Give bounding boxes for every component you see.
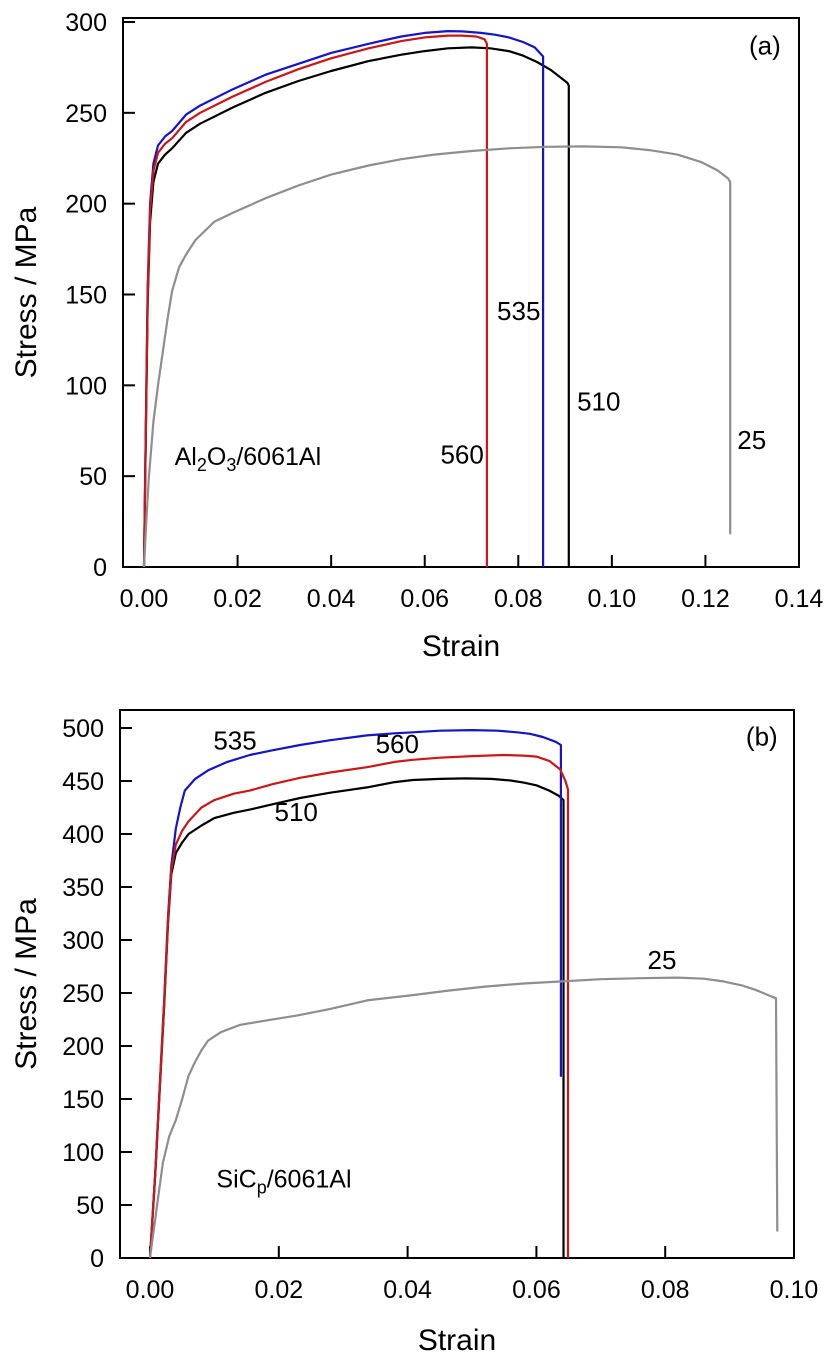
panel-a-x-tick-label: 0.14 xyxy=(775,585,824,613)
panel-b-y-tick-label: 300 xyxy=(62,927,104,955)
panel-b-y-axis-title: Stress / MPa xyxy=(10,898,43,1070)
panel-b-x-axis-title: Strain xyxy=(418,1324,496,1357)
panel-a-y-tick-label: 300 xyxy=(65,9,107,37)
panel-b-y-tick-label: 150 xyxy=(62,1086,104,1114)
panel-b-curve-label-560: 560 xyxy=(376,729,419,759)
panel-b-y-tick-label: 500 xyxy=(62,715,104,743)
panel-b-panel-label: (b) xyxy=(746,721,778,751)
panel-a-curve-label-25: 25 xyxy=(737,425,766,455)
panel-a-x-tick-label: 0.12 xyxy=(681,585,730,613)
panel-a-curve-label-535: 535 xyxy=(497,296,540,326)
panel-b-x-tick-label: 0.06 xyxy=(512,1276,561,1304)
panel-a-panel-label: (a) xyxy=(749,31,781,61)
panel-a-material-label: Al2O3/6061Al xyxy=(175,443,322,475)
panel-b-series-510-line xyxy=(148,777,565,1259)
panel-b-series-535-line xyxy=(148,729,562,1259)
panel-a-series-25-line xyxy=(142,145,732,568)
panel-a-y-tick-label: 250 xyxy=(65,100,107,128)
panel-a-x-tick-label: 0.02 xyxy=(213,585,262,613)
panel-b-y-tick-label: 50 xyxy=(76,1192,104,1220)
panel-a-y-tick-label: 50 xyxy=(79,463,107,491)
panel-b-material-label: SiCp/6061Al xyxy=(216,1166,351,1198)
panel-a-frame xyxy=(122,17,800,568)
panel-b-curve-label-535: 535 xyxy=(213,726,256,756)
panel-b-series-560-line xyxy=(148,753,570,1259)
panel-b-curve-label-510: 510 xyxy=(275,797,318,827)
panel-a-x-tick-label: 0.04 xyxy=(307,585,356,613)
panel-b-frame xyxy=(119,709,795,1259)
panel-a-curve-label-560: 560 xyxy=(440,439,483,469)
panel-b-x-tick-label: 0.10 xyxy=(770,1276,819,1304)
panel-a-series-560-line xyxy=(142,34,488,568)
panel-a-x-tick-label: 0.08 xyxy=(494,585,543,613)
panel-b-y-tick-label: 100 xyxy=(62,1139,104,1167)
panel-b-y-tick-label: 350 xyxy=(62,874,104,902)
panel-a-y-tick-label: 0 xyxy=(93,554,107,582)
panel-b-y-tick-label: 0 xyxy=(90,1245,104,1273)
panel-a-series-535-line xyxy=(142,30,545,568)
panel-b-x-tick-label: 0.00 xyxy=(126,1276,175,1304)
panel-b-curve-label-25: 25 xyxy=(648,945,677,975)
panel-b-y-tick-label: 450 xyxy=(62,768,104,796)
panel-b-x-tick-label: 0.08 xyxy=(641,1276,690,1304)
panel-b-y-tick-label: 250 xyxy=(62,980,104,1008)
panel-a-x-axis-title: Strain xyxy=(422,630,500,663)
panel-a-y-tick-label: 150 xyxy=(65,281,107,309)
panel-a-x-tick-label: 0.10 xyxy=(588,585,637,613)
panel-a-y-tick-label: 100 xyxy=(65,372,107,400)
panel-b-y-tick-label: 400 xyxy=(62,821,104,849)
panel-a-y-axis-title: Stress / MPa xyxy=(10,206,43,378)
panel-a-curve-label-510: 510 xyxy=(577,387,620,417)
panel-a-x-tick-label: 0.00 xyxy=(120,585,169,613)
panel-a-x-tick-label: 0.06 xyxy=(400,585,449,613)
panel-a-y-tick-label: 200 xyxy=(65,191,107,219)
panel-b-series-25-line xyxy=(148,976,779,1259)
panel-b-x-tick-label: 0.04 xyxy=(383,1276,432,1304)
panel-b-y-tick-label: 200 xyxy=(62,1033,104,1061)
panel-b-x-tick-label: 0.02 xyxy=(254,1276,303,1304)
